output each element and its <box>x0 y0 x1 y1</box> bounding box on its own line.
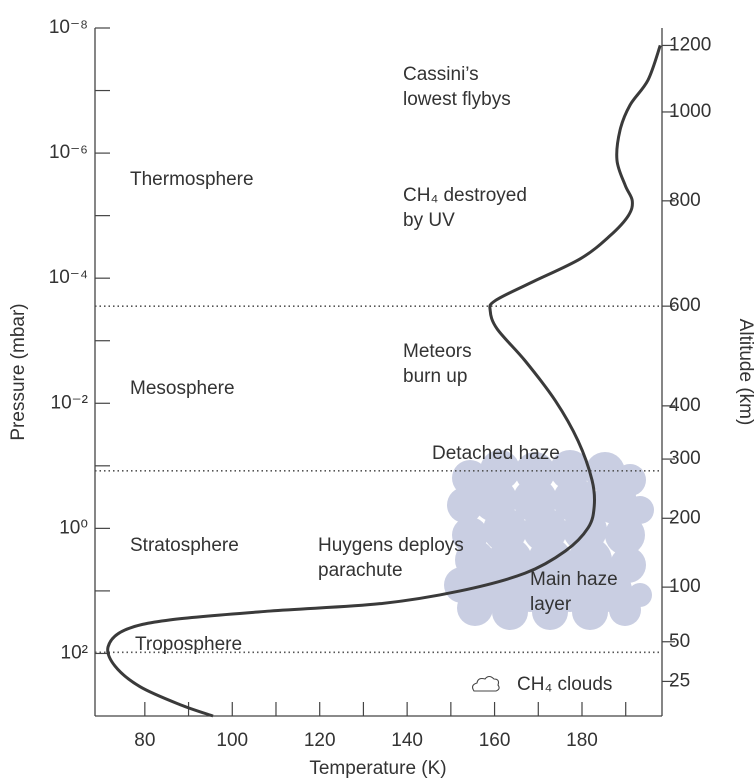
x-tick-label: 140 <box>391 730 423 751</box>
y-tick-label: 10² <box>61 642 88 663</box>
y-tick-label: 10⁻⁸ <box>49 17 88 38</box>
y-tick-label: 10⁻⁶ <box>49 142 88 163</box>
layer-label: Thermosphere <box>130 169 254 190</box>
x-tick-label: 80 <box>134 730 155 751</box>
y-tick-label: 10⁻² <box>51 392 89 413</box>
y2-tick-label: 300 <box>669 448 701 469</box>
y2-axis-label: Altitude (km) <box>735 319 754 426</box>
y-tick-label: 10⁻⁴ <box>49 267 88 288</box>
haze-blob <box>605 515 645 555</box>
layer-label: Stratosphere <box>130 535 239 556</box>
annotation: CH₄ destroyed <box>403 185 527 206</box>
x-tick-label: 120 <box>304 730 336 751</box>
annotation: Meteors <box>403 341 472 362</box>
y2-tick-label: 100 <box>669 576 701 597</box>
layer-label: Troposphere <box>135 634 242 655</box>
annotation: by UV <box>403 210 455 231</box>
annotation: CH₄ clouds <box>517 674 612 695</box>
y2-tick-label: 1200 <box>669 34 711 55</box>
annotation: Main haze <box>530 569 618 590</box>
layer-label: Mesosphere <box>130 378 235 399</box>
haze-blob <box>593 480 637 524</box>
y2-tick-label: 200 <box>669 507 701 528</box>
x-tick-label: 100 <box>216 730 248 751</box>
annotation: burn up <box>403 366 467 387</box>
annotation: Huygens deploys <box>318 535 464 556</box>
annotation: lowest flybys <box>403 89 511 110</box>
y2-tick-label: 400 <box>669 395 701 416</box>
haze-blob <box>492 594 528 630</box>
y2-tick-label: 1000 <box>669 101 711 122</box>
y-tick-label: 10⁰ <box>59 517 88 538</box>
y-axis-label: Pressure (mbar) <box>8 303 29 440</box>
y2-tick-label: 25 <box>669 670 690 691</box>
haze-blob <box>572 594 608 630</box>
y2-tick-label: 50 <box>669 631 690 652</box>
y2-tick-label: 600 <box>669 295 701 316</box>
x-tick-label: 160 <box>479 730 511 751</box>
temperature-curve <box>106 44 662 718</box>
x-axis-label: Temperature (K) <box>309 758 446 779</box>
haze-cloud <box>444 450 654 630</box>
haze-blob <box>457 590 493 626</box>
annotation: parachute <box>318 560 403 581</box>
annotation: Cassini’s <box>403 64 479 85</box>
haze-blob <box>532 594 568 630</box>
annotation: Detached haze <box>432 443 560 464</box>
y2-tick-label: 800 <box>669 190 701 211</box>
haze-blob <box>609 594 641 626</box>
annotation: layer <box>530 594 572 615</box>
x-tick-label: 180 <box>566 730 598 751</box>
cloud-icon <box>472 675 500 692</box>
